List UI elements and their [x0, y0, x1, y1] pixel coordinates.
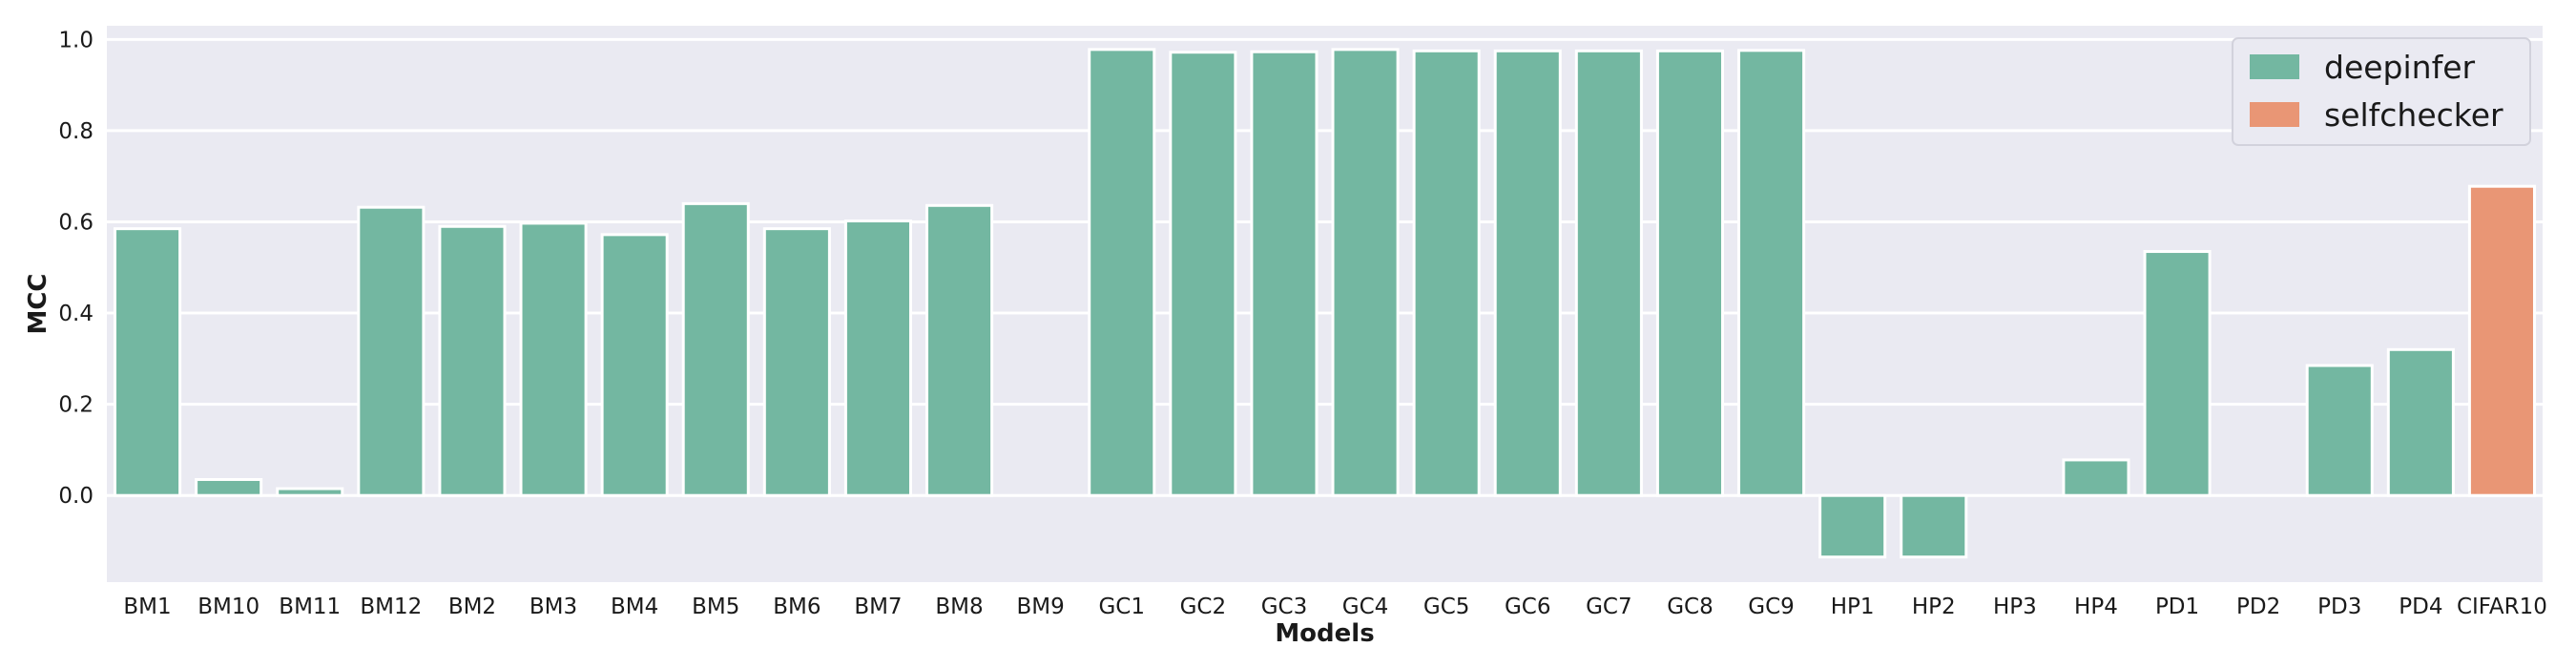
x-axis-ticks: BM1 BM10 BM11 BM12 BM2 BM3 BM4 BM5 BM6 BM7 BM8 BM9 G… [123, 595, 2547, 619]
x-tick-label: GC5 [1423, 595, 1470, 619]
x-tick-label: BM2 [448, 595, 496, 619]
x-tick-label: GC3 [1261, 595, 1308, 619]
bar-deepinfer-bm7 [843, 219, 912, 497]
bar-deepinfer-pd4 [2386, 347, 2455, 497]
x-tick-label: PD2 [2236, 595, 2280, 619]
legend-box [2232, 37, 2531, 146]
x-tick-label: BM1 [123, 595, 171, 619]
bar-deepinfer-bm6 [762, 227, 831, 497]
bar-deepinfer-gc5 [1412, 49, 1481, 497]
x-tick-label: GC2 [1180, 595, 1227, 619]
bar-deepinfer-gc2 [1169, 51, 1237, 497]
x-tick-label: GC6 [1505, 595, 1551, 619]
legend-swatch-selfchecker [2250, 102, 2299, 127]
x-tick-label: PD4 [2399, 595, 2442, 619]
bar-deepinfer-bm4 [600, 233, 669, 497]
x-tick-label: HP4 [2074, 595, 2118, 619]
x-tick-label: BM8 [935, 595, 983, 619]
bar-deepinfer-bm3 [519, 221, 588, 497]
bar-deepinfer-bm1 [114, 227, 182, 497]
bar-deepinfer-hp2 [1900, 493, 1968, 559]
bar-deepinfer-bm5 [681, 201, 750, 497]
plot-area [107, 26, 2543, 582]
bars [114, 48, 2536, 559]
x-tick-label: HP3 [1993, 595, 2037, 619]
grid-lines [107, 37, 2543, 497]
x-tick-label: GC8 [1667, 595, 1714, 619]
x-tick-label: BM10 [197, 595, 260, 619]
x-tick-label: PD1 [2155, 595, 2199, 619]
y-axis-label: MCC [24, 273, 52, 334]
bar-deepinfer-gc6 [1493, 49, 1562, 497]
y-tick-label: 0.8 [58, 119, 93, 144]
x-axis-label: Models [1275, 619, 1374, 648]
y-tick-label: 0.0 [58, 484, 93, 509]
x-tick-label: BM7 [854, 595, 902, 619]
bar-deepinfer-gc4 [1331, 48, 1400, 497]
bar-deepinfer-bm10 [195, 477, 263, 497]
x-tick-label: BM6 [773, 595, 821, 619]
y-tick-label: 0.4 [58, 302, 93, 326]
bar-deepinfer-bm8 [925, 203, 994, 497]
y-axis-ticks: 0.0 0.2 0.4 0.6 0.8 1.0 [58, 28, 93, 509]
x-tick-label: BM11 [279, 595, 341, 619]
y-tick-label: 0.6 [58, 210, 93, 235]
bar-deepinfer-gc7 [1574, 49, 1643, 497]
x-tick-label: BM5 [692, 595, 739, 619]
bar-deepinfer-bm11 [276, 487, 344, 497]
x-tick-label: PD3 [2317, 595, 2361, 619]
bar-deepinfer-gc1 [1088, 48, 1156, 497]
bar-deepinfer-bm12 [357, 205, 426, 497]
legend-label-selfchecker: selfchecker [2324, 96, 2503, 134]
y-tick-label: 0.2 [58, 393, 93, 418]
bar-deepinfer-gc9 [1737, 49, 1806, 497]
x-tick-label: BM4 [611, 595, 658, 619]
bar-deepinfer-hp1 [1818, 493, 1887, 559]
bar-deepinfer-gc3 [1250, 50, 1319, 497]
x-tick-label: HP2 [1912, 595, 1956, 619]
x-tick-label: BM12 [360, 595, 422, 619]
legend-swatch-deepinfer [2250, 54, 2299, 79]
y-tick-label: 1.0 [58, 28, 93, 52]
bar-deepinfer-bm2 [438, 224, 507, 497]
x-tick-label: BM9 [1017, 595, 1065, 619]
x-tick-label: GC4 [1342, 595, 1389, 619]
x-tick-label: GC1 [1098, 595, 1145, 619]
x-tick-label: GC9 [1748, 595, 1795, 619]
x-tick-label: CIFAR10 [2457, 595, 2547, 619]
legend-label-deepinfer: deepinfer [2324, 49, 2476, 86]
bar-deepinfer-hp4 [2062, 458, 2130, 497]
x-tick-label: HP1 [1831, 595, 1875, 619]
bar-deepinfer-pd3 [2305, 364, 2374, 497]
bar-deepinfer-gc8 [1655, 49, 1724, 497]
bar-deepinfer-pd1 [2143, 250, 2212, 497]
legend: deepinfer selfchecker [2232, 37, 2531, 146]
x-tick-label: GC7 [1586, 595, 1632, 619]
bar-selfchecker-cifar10 [2467, 184, 2536, 497]
x-tick-label: BM3 [530, 595, 577, 619]
